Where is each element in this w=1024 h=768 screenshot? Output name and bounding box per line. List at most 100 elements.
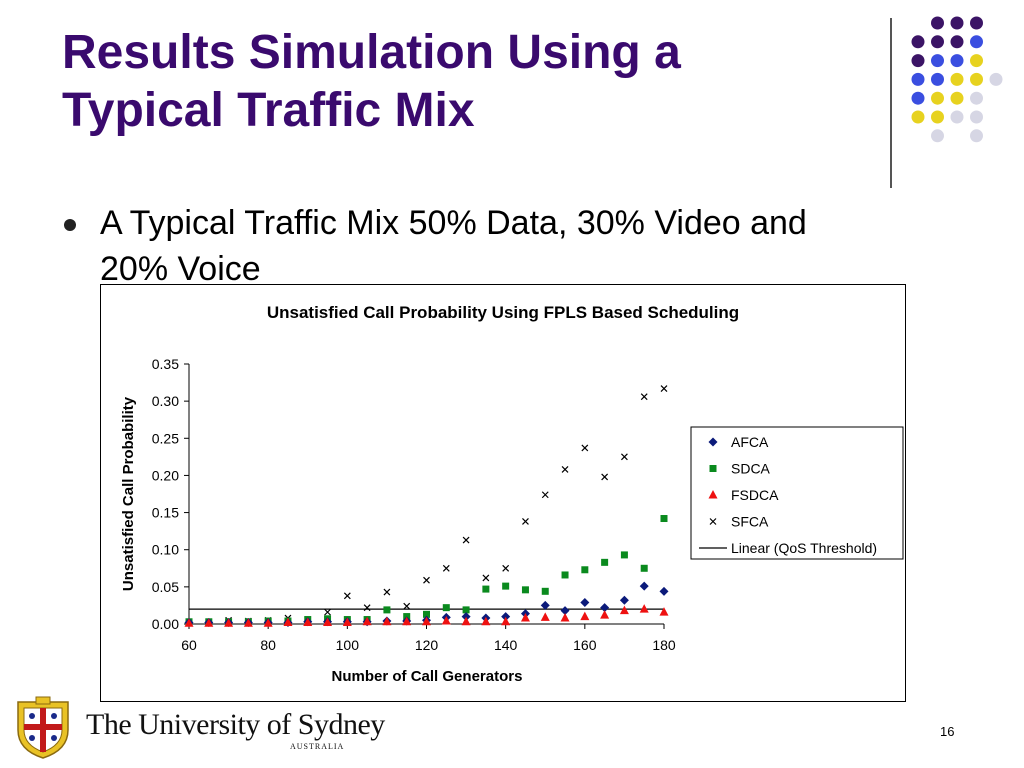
data-point [422,616,431,626]
decor-dot [931,91,944,105]
data-point [581,566,589,574]
y-tick-label: 0.05 [152,579,179,595]
y-tick-label: 0.20 [152,467,179,483]
data-point [303,617,313,627]
data-point [601,473,609,481]
decor-dot [950,110,964,124]
x-tick-label: 60 [181,637,197,653]
data-point [324,608,331,616]
decorative-dot-grid [911,16,1003,143]
decor-dot [970,91,983,105]
dot-grid-group [911,16,1003,143]
data-point [502,582,510,590]
data-point [560,613,570,622]
data-point [462,536,470,544]
data-point [383,588,391,596]
data-point [501,612,511,622]
data-point [660,385,668,392]
legend-swatch [709,465,717,472]
data-point [520,613,530,622]
decor-dot [970,16,983,30]
decor-dot [950,54,964,68]
y-tick-label: 0.25 [152,430,179,446]
series-fsdca [184,604,669,627]
data-point [660,515,668,523]
data-point [482,574,490,582]
legend-label: Linear (QoS Threshold) [731,540,877,556]
data-point [580,611,590,621]
data-point [442,604,450,612]
decor-dot [931,54,944,68]
decor-dot [970,129,983,143]
university-country: AUSTRALIA [290,742,345,751]
title-divider [890,18,892,188]
decor-dot [950,72,964,86]
legend-label: SFCA [731,514,769,530]
data-point [184,618,194,627]
decor-dot [931,35,944,49]
data-point [600,610,610,619]
data-point [243,618,253,627]
data-point [442,564,450,572]
data-point [283,617,293,627]
university-crest-logo [17,696,69,759]
data-point [423,610,430,618]
slide-title-line-2: Typical Traffic Mix [62,84,475,137]
data-point [541,587,549,595]
legend-label: SDCA [731,461,771,477]
page-number: 16 [940,724,955,739]
legend-label: FSDCA [731,487,779,503]
decor-dot [931,110,944,124]
decor-dot [931,129,944,143]
x-axis-title: Number of Call Generators [332,668,523,685]
legend-swatch [708,437,718,447]
y-tick-label: 0.30 [152,393,179,409]
decor-dot [911,35,925,49]
data-point [581,444,589,452]
data-point [402,616,412,626]
bullet-line-1: A Typical Traffic Mix 50% Data, 30% Vide… [100,204,807,242]
data-point [659,607,669,616]
decor-dot [911,110,925,124]
data-point [522,518,529,525]
data-point [639,604,649,613]
data-point [343,592,351,600]
data-point [540,612,550,621]
bullet-icon [64,219,76,231]
data-point [224,618,234,627]
decor-dot [911,91,925,105]
slide-title: Results Simulation Using a Typical Traff… [62,24,862,140]
x-tick-label: 160 [573,637,597,653]
data-point [342,617,352,627]
data-point [263,618,273,627]
x-tick-label: 100 [336,637,360,653]
data-point [540,600,550,610]
series-sfca [185,385,668,626]
decor-dot [911,72,925,86]
decor-dot [970,35,983,49]
data-point [620,551,628,559]
data-point [561,571,569,579]
data-point [362,616,372,626]
data-point [659,586,669,596]
data-point [462,606,470,614]
bullet-line-2: 20% Voice [100,250,261,288]
data-point [461,612,471,622]
data-point [204,618,214,627]
y-axis-title: Unsatisfied Call Probability [120,396,137,591]
data-point [521,586,529,594]
decor-dot [931,72,944,86]
chart-frame: Unsatisfied Call Probability Using FPLS … [100,284,906,702]
data-point [481,616,491,626]
data-point [640,393,648,401]
bullet-text: A Typical Traffic Mix 50% Data, 30% Vide… [100,200,900,292]
x-tick-label: 180 [652,637,676,653]
data-point [403,602,411,610]
decor-dot [911,54,925,68]
data-point [640,564,648,572]
data-point [501,616,511,626]
legend-label: AFCA [731,434,769,450]
x-tick-label: 120 [415,637,439,653]
data-point [383,606,391,614]
data-point [363,604,371,612]
